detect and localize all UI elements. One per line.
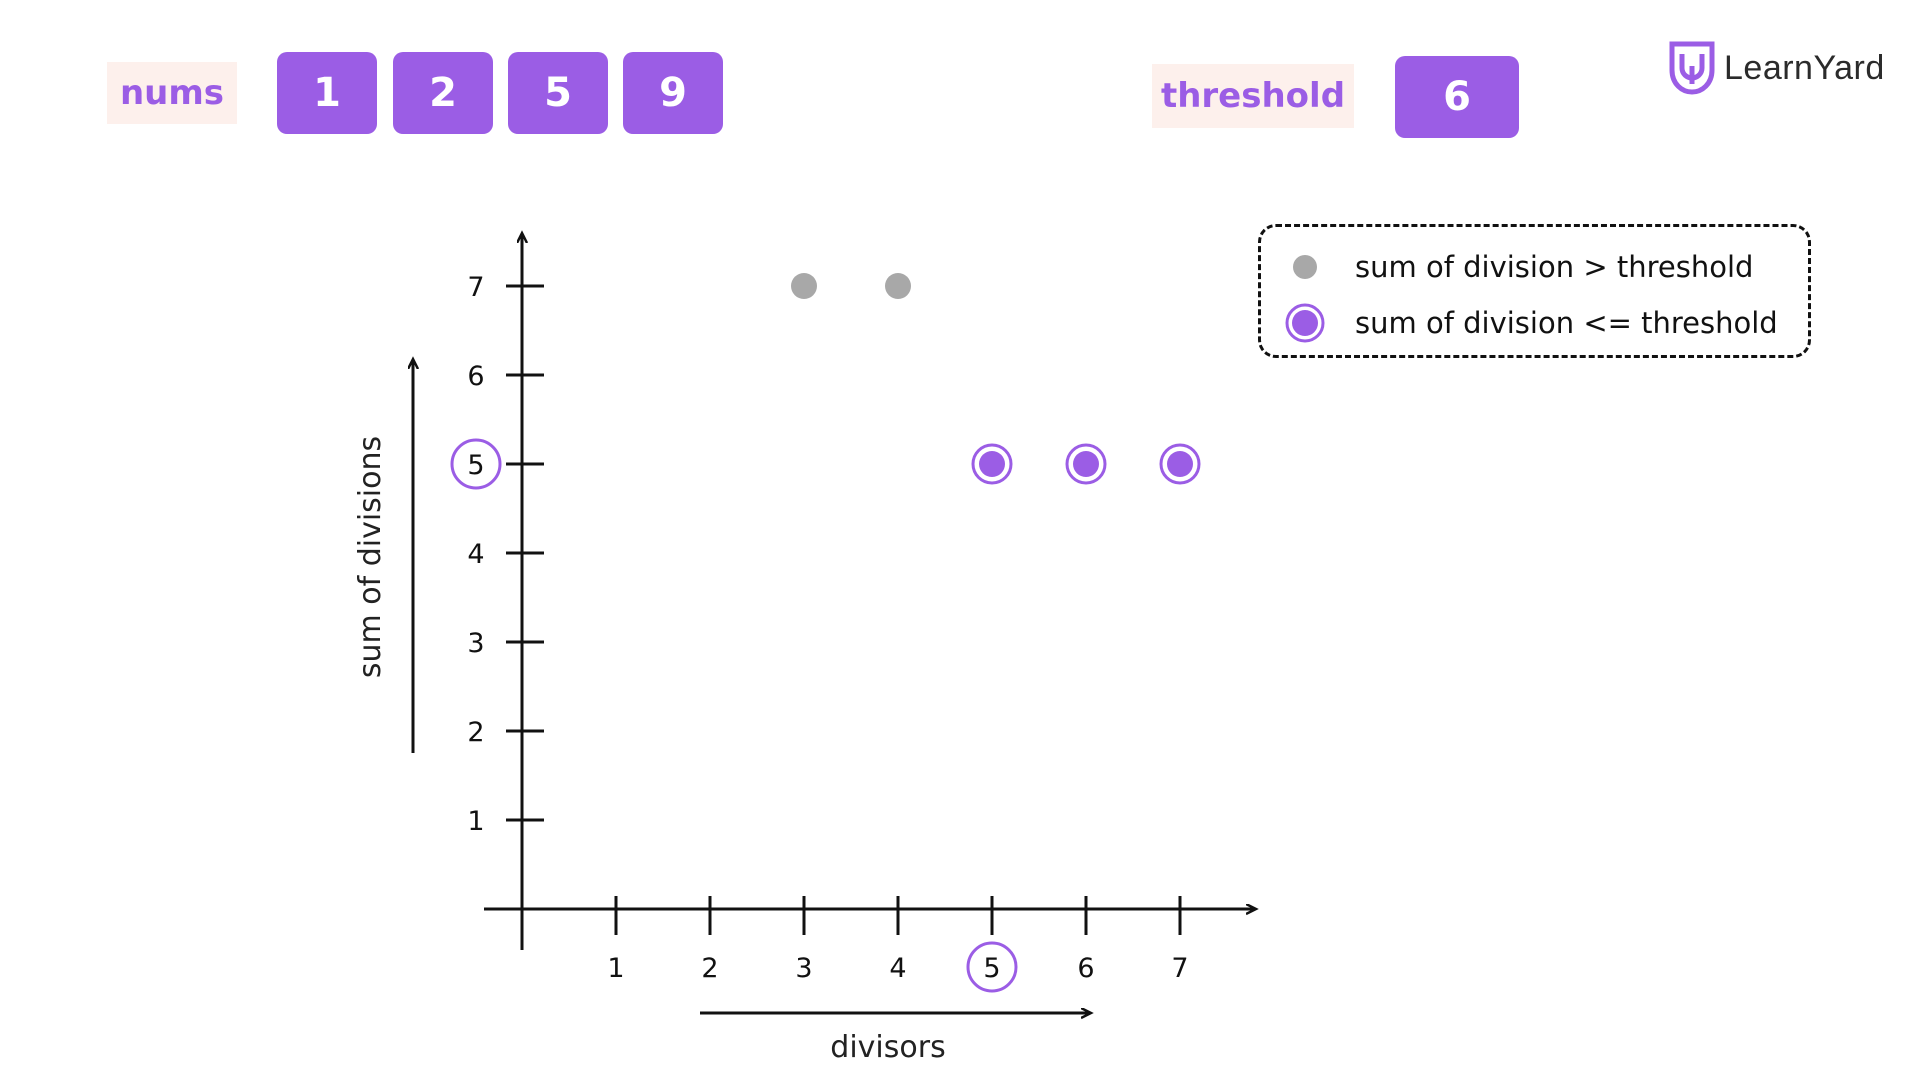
y-tick-label: 4 [467, 539, 484, 570]
legend-label-within: sum of division <= threshold [1355, 306, 1778, 340]
y-axis-label: sum of divisions [353, 436, 388, 678]
purple-ring-dot-icon [1285, 303, 1325, 343]
data-point-dot [979, 451, 1005, 477]
x-tick-label: 1 [607, 953, 624, 984]
num-box: 2 [393, 52, 493, 134]
learnyard-logo-icon [1669, 41, 1715, 95]
data-point-within-threshold [1159, 443, 1201, 485]
y-tick-highlight-ring [450, 438, 502, 490]
data-point-dot [1073, 451, 1099, 477]
logo-text: LearnYard [1724, 48, 1885, 87]
y-tick-label: 6 [467, 361, 484, 392]
legend-item-above: sum of division > threshold [1283, 245, 1753, 289]
nums-label: nums [107, 62, 237, 124]
x-tick-label: 6 [1077, 953, 1094, 984]
y-tick-label: 3 [467, 628, 484, 659]
legend-item-within: sum of division <= threshold [1283, 301, 1778, 345]
y-tick-label: 2 [467, 717, 484, 748]
x-tick-label: 2 [701, 953, 718, 984]
threshold-label: threshold [1152, 64, 1354, 128]
x-tick-highlight-ring [966, 941, 1018, 993]
x-axis-label: divisors [830, 1030, 945, 1065]
x-tick-label: 4 [889, 953, 906, 984]
learnyard-logo: LearnYard [1668, 36, 1885, 100]
threshold-value-box: 6 [1395, 56, 1519, 138]
legend-label-above: sum of division > threshold [1355, 250, 1754, 284]
data-point-dot [1167, 451, 1193, 477]
x-tick-label: 5 [983, 953, 1000, 984]
num-box: 5 [508, 52, 608, 134]
data-point-above-threshold [791, 273, 817, 299]
num-box: 1 [277, 52, 377, 134]
gray-dot-icon [1293, 255, 1317, 279]
chart-legend: sum of division > threshold sum of divis… [1258, 224, 1811, 358]
x-tick-label: 7 [1171, 953, 1188, 984]
data-point-ring [971, 443, 1013, 485]
x-tick-label: 3 [795, 953, 812, 984]
data-point-ring [1065, 443, 1107, 485]
y-tick-label: 5 [467, 450, 484, 481]
num-box: 9 [623, 52, 723, 134]
data-point-within-threshold [1065, 443, 1107, 485]
y-tick-label: 1 [467, 806, 484, 837]
data-point-within-threshold [971, 443, 1013, 485]
data-point-above-threshold [885, 273, 911, 299]
y-tick-label: 7 [467, 272, 484, 303]
data-point-ring [1159, 443, 1201, 485]
